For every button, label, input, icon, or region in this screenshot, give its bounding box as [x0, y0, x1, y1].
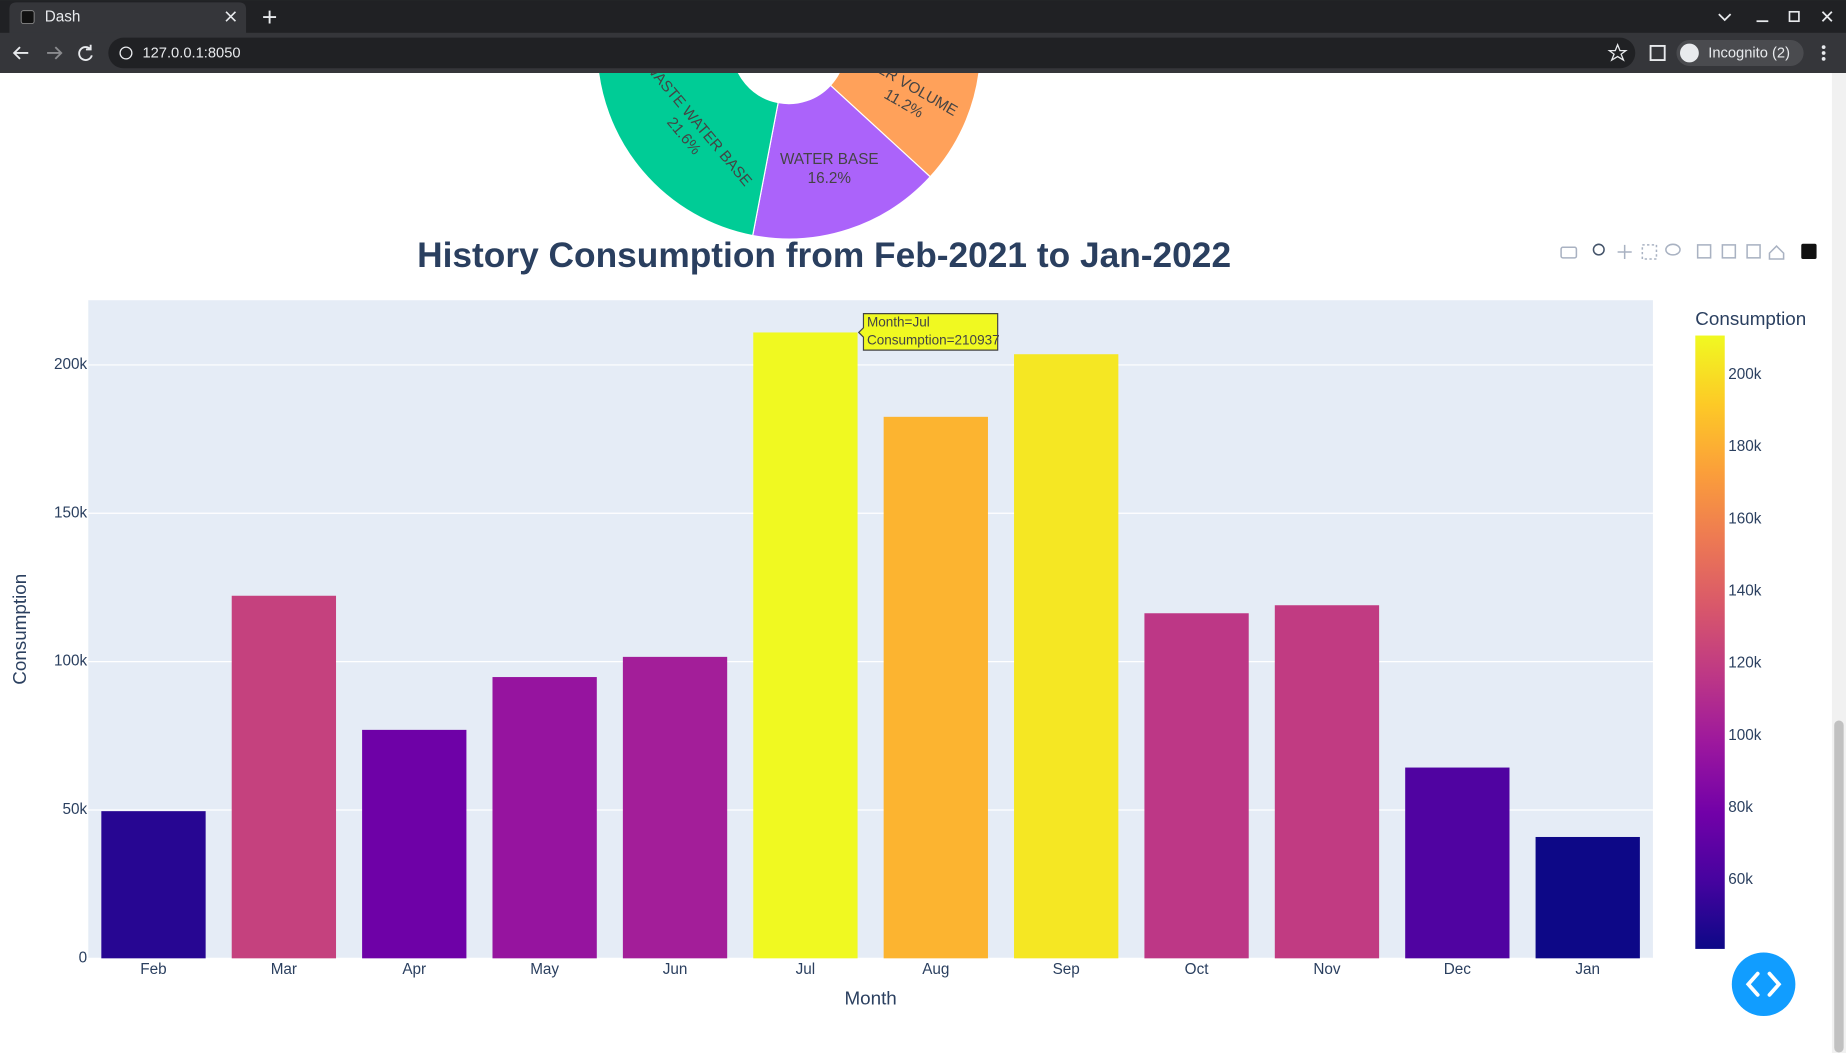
y-tick-label: 50k: [62, 801, 87, 818]
url[interactable]: 127.0.0.1:8050: [142, 45, 240, 61]
tab-title: Dash: [45, 9, 81, 26]
tab-strip: [0, 0, 1846, 33]
chart-title: History Consumption from Feb-2021 to Jan…: [417, 236, 1231, 275]
colorbar-title: Consumption: [1695, 308, 1806, 329]
modebar-button[interactable]: [1641, 244, 1658, 260]
x-axis-title: Month: [844, 988, 896, 1009]
bar: [753, 332, 858, 959]
reload[interactable]: [78, 44, 93, 61]
bar: [1144, 613, 1249, 959]
x-tick-label: Oct: [1185, 961, 1210, 978]
colorbar-tick-label: 160k: [1728, 510, 1762, 527]
bar-chart: History Consumption from Feb-2021 to Jan…: [9, 236, 1806, 1008]
side-panel[interactable]: [1649, 44, 1666, 61]
x-tick-label: Mar: [271, 961, 297, 978]
bar: [492, 677, 597, 959]
profile-label[interactable]: Incognito (2): [1708, 45, 1790, 61]
modebar-button[interactable]: [1696, 244, 1712, 259]
plotly-logo[interactable]: [1801, 243, 1817, 260]
bar: [101, 811, 206, 959]
bar: [1014, 354, 1119, 959]
tab-search[interactable]: [1718, 13, 1732, 22]
colorbar-tick-label: 200k: [1728, 366, 1762, 383]
x-tick-label: Jun: [663, 961, 688, 978]
y-tick-label: 200k: [54, 356, 88, 373]
colorbar: [1695, 335, 1725, 949]
tab-close[interactable]: [225, 11, 237, 22]
pie-label: WATER BASE 16.2%: [780, 151, 879, 187]
x-tick-label: May: [530, 961, 559, 978]
modebar-button[interactable]: [1746, 244, 1761, 259]
bar: [231, 595, 337, 959]
bar: [1535, 836, 1640, 959]
y-tick-label: 100k: [54, 653, 88, 670]
modebar-button[interactable]: [1617, 244, 1632, 260]
tooltip-box: [857, 313, 999, 351]
pie-slice: [752, 84, 932, 240]
colorbar-tick-label: 80k: [1728, 799, 1753, 816]
plot-area: [88, 300, 1653, 959]
bar: [1405, 767, 1510, 959]
colorbar-tick-label: 180k: [1728, 438, 1762, 455]
y-tick-label: 150k: [54, 504, 88, 521]
bar: [883, 416, 988, 959]
dev-tools-icon: [1745, 971, 1782, 997]
address-bar[interactable]: [108, 37, 1636, 69]
modebar: [1560, 243, 1785, 260]
menu[interactable]: [1821, 45, 1826, 61]
modebar-button[interactable]: [1721, 244, 1737, 259]
x-tick-label: Apr: [402, 961, 426, 978]
bar: [622, 656, 728, 959]
bar: [362, 729, 467, 959]
x-tick-label: Jan: [1575, 961, 1600, 978]
x-tick-label: Sep: [1053, 961, 1080, 978]
profile-icon: [1680, 43, 1699, 63]
scrollbar-thumb[interactable]: [1834, 720, 1844, 1053]
pie-slice: [829, 73, 980, 178]
x-tick-label: Jul: [796, 961, 816, 978]
modebar-button[interactable]: [1665, 243, 1681, 256]
colorbar-tick-label: 100k: [1728, 727, 1762, 744]
tab[interactable]: [9, 2, 247, 33]
tooltip-line: Consumption=210937: [867, 332, 1000, 347]
bookmark[interactable]: [1607, 43, 1628, 62]
back[interactable]: [12, 46, 29, 60]
y-tick-label: 0: [79, 949, 88, 966]
slice-percent: 16.2%: [808, 170, 852, 187]
x-tick-label: Feb: [140, 961, 166, 978]
y-axis-title: Consumption: [9, 574, 30, 685]
new-tab[interactable]: [263, 10, 277, 24]
colorbar-tick-label: 120k: [1728, 655, 1762, 672]
tooltip-line: Month=Jul: [867, 315, 930, 330]
site-info[interactable]: [119, 46, 133, 60]
pie-slice: [598, 73, 779, 237]
restore[interactable]: [1788, 10, 1800, 23]
modebar-button[interactable]: [1560, 246, 1578, 259]
x-tick-label: Aug: [922, 961, 949, 978]
colorbar-tick-label: 140k: [1728, 582, 1762, 599]
close[interactable]: [1821, 11, 1833, 22]
dev-tools-button[interactable]: [1731, 952, 1796, 1017]
forward[interactable]: [47, 46, 63, 60]
modebar-button[interactable]: [1768, 244, 1785, 260]
tab-favicon: [20, 10, 35, 25]
profile-chip[interactable]: [1676, 40, 1804, 66]
slice-name: WATER BASE: [780, 151, 879, 168]
bar: [1274, 605, 1380, 959]
colorbar-tick-label: 60k: [1728, 871, 1753, 888]
modebar-button[interactable]: [1592, 243, 1605, 256]
x-tick-label: Dec: [1444, 961, 1472, 978]
x-tick-label: Nov: [1313, 961, 1341, 978]
